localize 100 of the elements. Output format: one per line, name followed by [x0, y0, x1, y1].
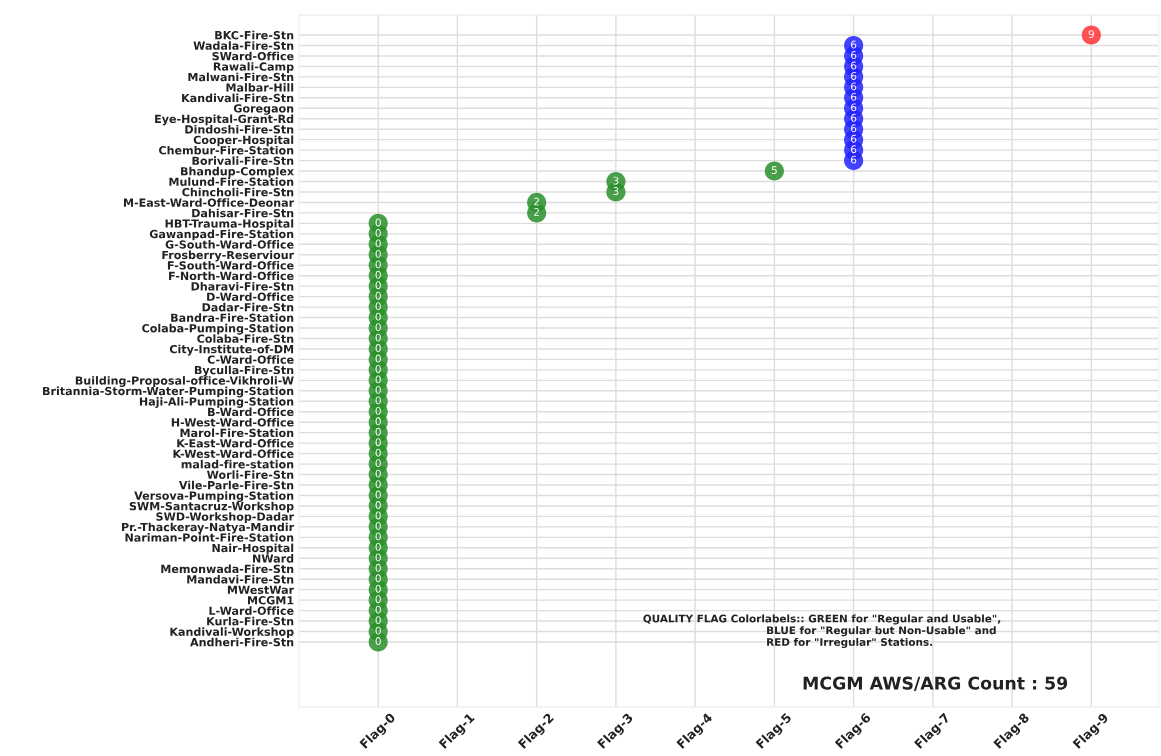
y-tick-label: BKC-Fire-Stn: [215, 30, 294, 40]
y-tick-label: SWard-Office: [212, 51, 294, 61]
y-tick-label: Kandivali-Fire-Stn: [182, 93, 294, 103]
y-tick-label: Dadar-Fire-Stn: [202, 302, 294, 312]
y-tick-label: MWestWar: [227, 585, 295, 595]
data-label: 0: [375, 239, 381, 248]
y-tick-label: Dahisar-Fire-Stn: [192, 208, 294, 218]
y-tick-label: Cooper-Hospital: [193, 135, 294, 147]
data-label: 0: [375, 511, 381, 520]
data-label: 6: [851, 113, 857, 122]
y-tick-label: B-Ward-Office: [208, 407, 294, 417]
data-label: 6: [851, 72, 857, 80]
y-tick-label: Mulund-Fire-Station: [169, 177, 294, 186]
data-label: 0: [375, 270, 381, 279]
data-label: 0: [375, 260, 381, 269]
y-tick-label: H-West-Ward-Office: [171, 417, 294, 427]
y-tick-label: D-Ward-Office: [207, 292, 294, 302]
data-label: 0: [375, 396, 381, 405]
data-label: 6: [851, 92, 857, 101]
y-tick-label: Malbar-Hill: [226, 83, 294, 92]
y-tick-label: Haji-Ali-Pumping-Station: [139, 397, 294, 408]
y-tick-label: Eye-Hospital-Grant-Rd: [155, 114, 294, 126]
data-label: 0: [375, 291, 381, 300]
data-label: 3: [613, 176, 619, 185]
data-label: 0: [375, 344, 381, 352]
y-tick-label: Memonwada-Fire-Stn: [161, 564, 294, 574]
y-tick-label: C-Ward-Office: [207, 355, 294, 364]
y-tick-label: Building-Proposal-office-Vikhroli-W: [75, 376, 294, 387]
data-label: 0: [375, 574, 381, 583]
data-label: 6: [851, 40, 857, 49]
y-tick-label: Borivali-Fire-Stn: [192, 156, 294, 165]
y-tick-label: M-East-Ward-Office-Deonar: [123, 198, 295, 207]
data-label: 0: [375, 532, 381, 541]
data-label: 0: [375, 312, 381, 321]
annotation: QUALITY FLAG Colorlabels:: GREEN for "Regular and Usable", BLUE for "Regular but Non-Usable" and RED for "Irregular" Stations.: [643, 614, 1001, 649]
y-tick-label: Chembur-Fire-Station: [159, 145, 294, 155]
y-tick-label: Andheri-Fire-Stn: [190, 637, 294, 647]
y-tick-label: F-North-Ward-Office: [169, 271, 294, 281]
y-tick-label: HBT-Trauma-Hospital: [165, 219, 294, 230]
text: MCGM AWS/ARG Count : 59: [803, 676, 1068, 692]
data-label: 2: [534, 197, 539, 206]
data-label: 0: [375, 365, 381, 373]
y-tick-label: SWD-Workshop-Dadar: [156, 512, 295, 523]
y-tick-label: Frosberry-Reserviour: [162, 250, 295, 262]
data-label: 0: [375, 406, 381, 415]
data-label: 0: [375, 469, 381, 478]
y-tick-label: Kandivali-Workshop: [170, 627, 294, 639]
y-tick-label: Byculla-Fire-Stn: [194, 365, 294, 377]
data-label: 0: [375, 616, 381, 625]
y-tick-label: Kurla-Fire-Stn: [207, 616, 294, 626]
data-label: 0: [375, 228, 381, 237]
data-label: 0: [375, 490, 381, 499]
data-label: 0: [375, 438, 381, 447]
y-tick-label: K-East-Ward-Office: [177, 438, 294, 448]
data-label: 0: [375, 584, 381, 593]
data-label: 6: [851, 61, 857, 70]
data-label: 0: [375, 333, 381, 342]
y-tick-label: G-South-Ward-Office: [165, 240, 294, 249]
data-label: 0: [375, 417, 381, 426]
data-label: 0: [375, 459, 381, 468]
data-label: 6: [851, 103, 857, 112]
y-tick-label: City-Institute-of-DM: [169, 344, 294, 356]
data-label: 0: [375, 385, 381, 394]
data-label: 0: [375, 218, 381, 227]
y-tick-label: Nair-Hospital: [212, 543, 294, 555]
data-label: 3: [613, 187, 619, 195]
data-label: 0: [375, 448, 381, 457]
y-tick-label: Vile-Parle-Fire-Stn: [178, 480, 294, 490]
y-tick-label: Worli-Fire-Stn: [206, 470, 294, 479]
y-tick-label: Versova-Pumping-Station: [134, 491, 294, 503]
data-label: 0: [375, 522, 381, 530]
y-tick-label: Dharavi-Fire-Stn: [191, 281, 294, 291]
y-tick-label: Pr.-Thackeray-Natya-Mandir: [122, 522, 295, 534]
y-tick-label: Malwani-Fire-Stn: [188, 72, 294, 82]
y-tick-label: SWM-Santacruz-Workshop: [129, 501, 294, 513]
data-label: 0: [375, 501, 381, 509]
y-tick-label: Marol-Fire-Station: [180, 428, 294, 438]
data-label: 0: [375, 249, 381, 258]
data-label: 6: [851, 145, 857, 154]
y-tick-label: Rawali-Camp: [213, 62, 294, 73]
data-label: 0: [375, 637, 381, 645]
data-label: 0: [375, 563, 381, 572]
data-label: 9: [1088, 30, 1094, 39]
data-label: 0: [375, 605, 381, 614]
y-tick-label: Nariman-Point-Fire-Station: [125, 533, 294, 542]
y-tick-label: Britannia-Storm-Water-Pumping-Station: [43, 386, 294, 398]
y-tick-label: Colaba-Fire-Stn: [197, 334, 294, 343]
y-tick-label: Mandavi-Fire-Stn: [187, 574, 294, 584]
data-label: 0: [375, 626, 381, 635]
y-tick-label: malad-fire-station: [181, 459, 294, 469]
y-tick-label: Wadala-Fire-Stn: [193, 41, 294, 50]
y-tick-label: Bandra-Fire-Station: [171, 313, 294, 322]
y-tick-label: Bhandup-Complex: [181, 166, 294, 178]
data-label: 0: [375, 542, 381, 551]
data-label: 0: [375, 281, 381, 290]
data-label: 0: [375, 595, 381, 604]
data-label: 2: [534, 208, 539, 216]
data-label: 0: [375, 553, 381, 562]
y-tick-label: Gawanpad-Fire-Station: [149, 229, 294, 241]
data-label: 6: [851, 82, 857, 91]
